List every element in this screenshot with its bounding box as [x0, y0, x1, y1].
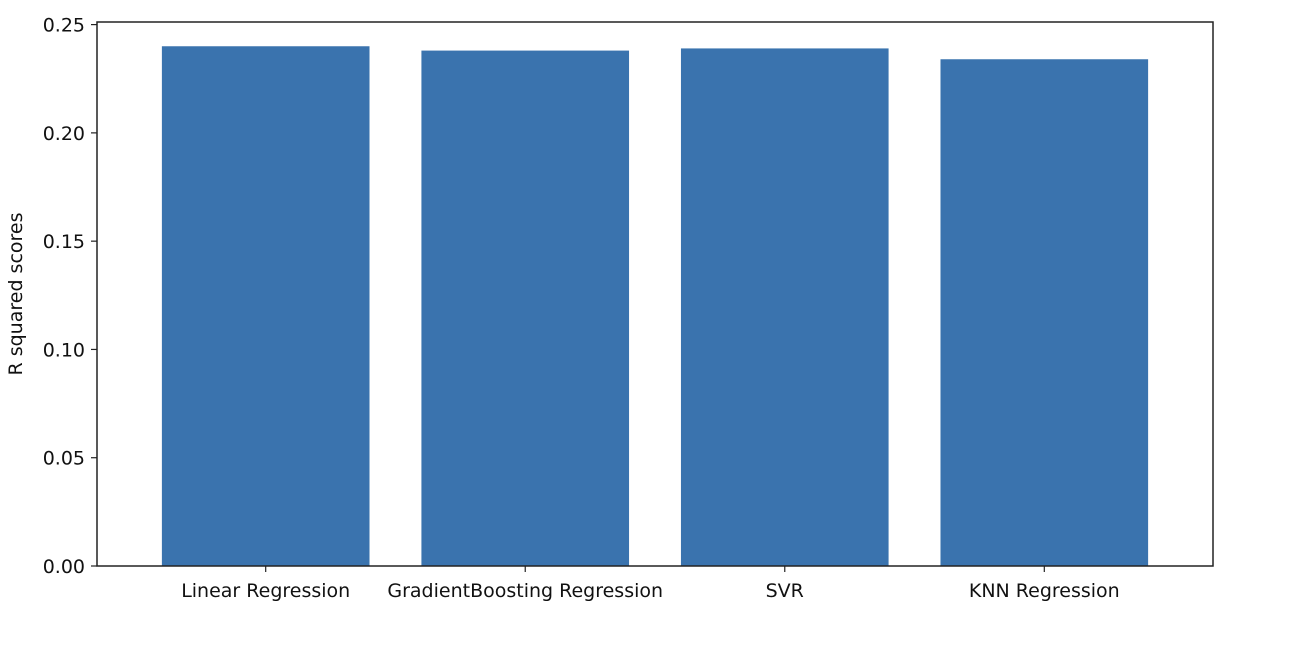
y-tick-label: 0.00 — [43, 556, 85, 578]
bar-gradientboosting-regression — [421, 50, 630, 566]
y-axis: 0.00 0.05 0.10 0.15 0.20 0.25 — [43, 15, 97, 578]
y-tick-label: 0.05 — [43, 448, 85, 470]
y-tick-label: 0.25 — [43, 15, 85, 37]
x-tick-label: SVR — [766, 580, 804, 602]
y-tick-label: 0.15 — [43, 231, 85, 253]
bar-linear-regression — [161, 46, 370, 567]
bar-svr — [680, 48, 889, 566]
plot-area-frame — [96, 21, 1214, 567]
y-tick-label: 0.10 — [43, 339, 85, 361]
bars-group — [161, 46, 1149, 567]
y-tick-label: 0.20 — [43, 123, 85, 145]
bar-knn-regression — [940, 59, 1149, 566]
x-tick-label: KNN Regression — [969, 580, 1120, 602]
x-axis: Linear Regression GradientBoosting Regres… — [181, 566, 1120, 602]
x-tick-label: Linear Regression — [181, 580, 350, 602]
x-tick-label: GradientBoosting Regression — [387, 580, 663, 602]
y-axis-label: R squared scores — [5, 212, 27, 375]
